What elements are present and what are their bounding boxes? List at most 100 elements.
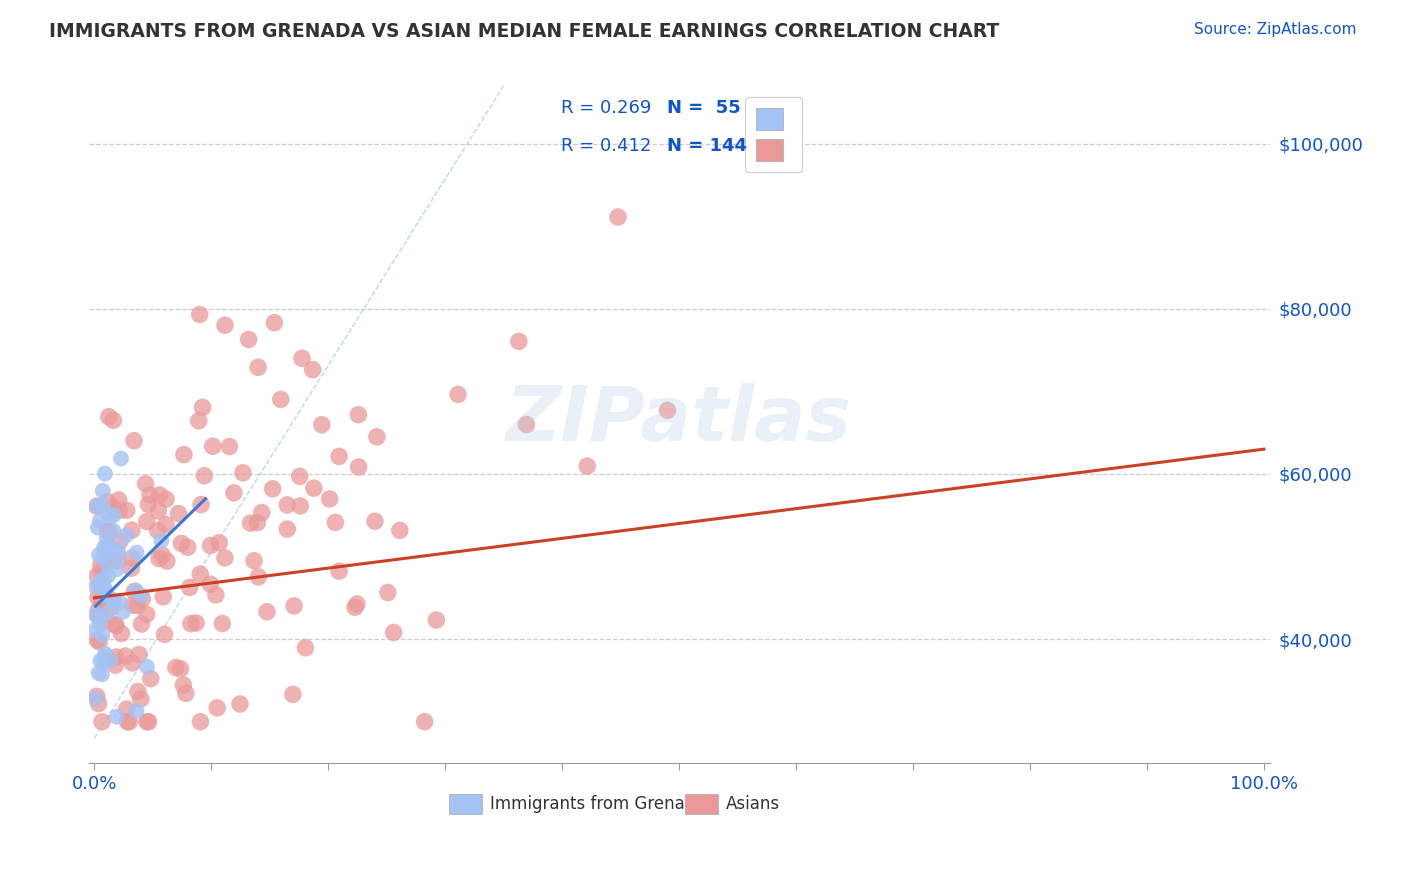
Point xyxy=(122,598,145,612)
Legend: , : , xyxy=(745,96,803,171)
Point xyxy=(89,577,111,591)
Point xyxy=(366,430,388,444)
Point xyxy=(101,500,124,515)
Point xyxy=(115,528,138,542)
Point xyxy=(87,548,110,562)
Point xyxy=(256,605,278,619)
Point xyxy=(87,520,110,534)
Text: ZIPatlas: ZIPatlas xyxy=(506,384,852,458)
Point xyxy=(139,488,162,502)
Point xyxy=(129,692,152,706)
Point xyxy=(201,439,224,453)
Point xyxy=(413,714,436,729)
Point xyxy=(101,524,124,538)
Point xyxy=(218,440,240,454)
Point xyxy=(214,318,236,333)
Point xyxy=(347,460,370,475)
Point xyxy=(84,623,107,637)
Point xyxy=(86,632,108,647)
Point xyxy=(377,585,399,599)
Point xyxy=(94,649,117,664)
Point xyxy=(93,652,115,666)
Point xyxy=(135,607,157,622)
Point xyxy=(238,333,260,347)
Point xyxy=(84,691,107,706)
Point xyxy=(294,640,316,655)
Point xyxy=(89,617,111,632)
Point xyxy=(91,498,114,512)
Point xyxy=(127,599,149,613)
Point xyxy=(84,579,107,593)
Point xyxy=(108,533,131,548)
Point xyxy=(388,524,411,538)
Point xyxy=(120,561,142,575)
Point xyxy=(243,554,266,568)
Point xyxy=(184,615,207,630)
Point xyxy=(96,606,118,620)
Point xyxy=(205,701,228,715)
Text: Immigrants from Grenada: Immigrants from Grenada xyxy=(491,795,706,814)
Point xyxy=(104,650,127,665)
Point xyxy=(262,482,284,496)
Text: N =  55: N = 55 xyxy=(668,99,741,117)
Point xyxy=(138,714,160,729)
Point xyxy=(89,514,111,528)
Point xyxy=(96,557,118,571)
Point xyxy=(121,551,143,566)
Point xyxy=(270,392,292,407)
Text: R = 0.412: R = 0.412 xyxy=(561,137,651,155)
Point xyxy=(576,459,599,474)
Point xyxy=(246,516,269,530)
Point xyxy=(247,570,270,584)
Point xyxy=(364,514,387,528)
Point xyxy=(190,714,212,729)
Point xyxy=(146,524,169,538)
Point xyxy=(152,549,174,563)
Point xyxy=(136,659,159,673)
Point xyxy=(200,539,222,553)
Point xyxy=(250,506,273,520)
Text: IMMIGRANTS FROM GRENADA VS ASIAN MEDIAN FEMALE EARNINGS CORRELATION CHART: IMMIGRANTS FROM GRENADA VS ASIAN MEDIAN … xyxy=(49,22,1000,41)
Point xyxy=(347,408,370,422)
Point xyxy=(108,503,131,517)
Point xyxy=(94,587,117,601)
Point xyxy=(205,588,228,602)
Point xyxy=(239,516,262,530)
Point xyxy=(152,590,174,604)
Point xyxy=(150,533,173,548)
Point xyxy=(105,709,128,723)
Point xyxy=(131,617,153,632)
Point xyxy=(86,690,108,704)
Point xyxy=(87,591,110,605)
Point xyxy=(90,574,112,588)
Point xyxy=(97,494,120,508)
Point xyxy=(229,697,252,711)
Point xyxy=(657,403,679,417)
Point xyxy=(180,616,202,631)
Point xyxy=(128,648,150,662)
Point xyxy=(283,599,305,613)
Point xyxy=(125,545,148,559)
Point xyxy=(328,450,350,464)
Point xyxy=(247,360,270,375)
Point xyxy=(302,481,325,495)
Point xyxy=(91,550,114,565)
Point xyxy=(97,569,120,583)
Point xyxy=(101,593,124,607)
Point xyxy=(89,654,111,668)
Point xyxy=(105,562,128,576)
Point xyxy=(87,634,110,648)
Point xyxy=(508,334,530,349)
Point xyxy=(165,660,187,674)
Point xyxy=(188,567,211,582)
Point xyxy=(105,618,128,632)
Point xyxy=(87,665,110,680)
Point xyxy=(232,466,254,480)
Point xyxy=(91,593,114,607)
Point xyxy=(96,613,118,627)
Point xyxy=(344,600,367,615)
Point xyxy=(447,387,470,401)
Point xyxy=(104,658,127,673)
Point xyxy=(115,702,138,716)
Point xyxy=(346,597,368,611)
